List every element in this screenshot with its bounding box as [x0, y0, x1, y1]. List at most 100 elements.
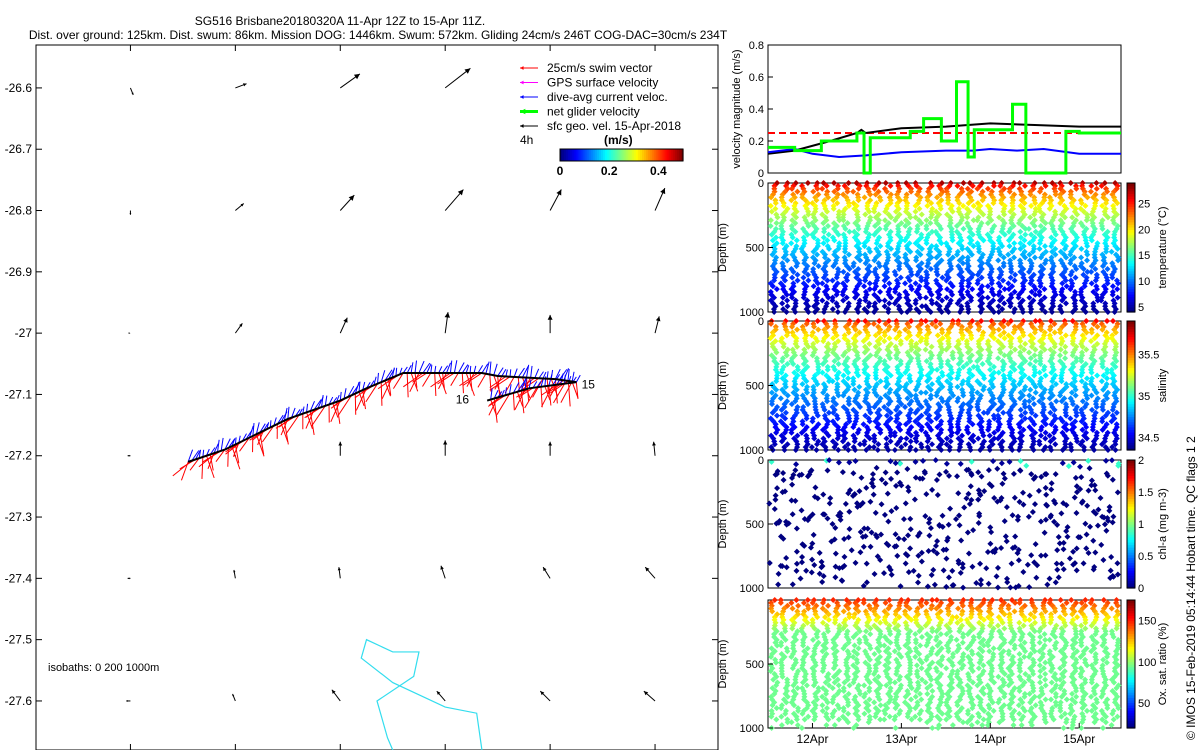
geo-vector	[331, 689, 341, 702]
section-point	[1078, 254, 1085, 261]
section-point	[934, 332, 941, 339]
section-point	[939, 329, 946, 336]
section-point	[845, 329, 852, 336]
swim-vector	[257, 430, 264, 446]
dac-vector	[508, 384, 512, 395]
section-point	[881, 277, 888, 284]
section-point	[825, 432, 832, 439]
section-point	[885, 309, 892, 315]
section-point	[820, 274, 827, 281]
section-point	[1016, 447, 1023, 453]
section-point	[857, 404, 864, 410]
section-point	[876, 329, 883, 336]
section-point	[846, 266, 853, 272]
swim-vector	[239, 437, 250, 452]
section-point	[891, 447, 898, 453]
dac-vector	[195, 449, 201, 460]
section-point	[793, 386, 800, 393]
section-point	[1038, 326, 1045, 333]
section-point	[771, 294, 778, 301]
section-point	[1037, 361, 1044, 367]
section-point	[767, 202, 774, 209]
section-point	[958, 381, 965, 388]
section-point	[863, 447, 870, 453]
section-point	[784, 361, 791, 367]
section-point	[929, 228, 936, 235]
section-point	[1009, 283, 1016, 290]
geo-vector-head	[548, 441, 553, 446]
swim-vector	[201, 456, 204, 479]
section-point	[824, 208, 831, 215]
section-point	[970, 217, 977, 224]
section-point	[788, 323, 795, 330]
section-point	[801, 268, 808, 275]
legend-colorbar-cell	[617, 149, 621, 161]
section-point	[866, 286, 873, 293]
section-point	[927, 355, 934, 362]
swim-vector	[392, 372, 404, 389]
section-point	[845, 369, 852, 376]
section-point	[959, 335, 966, 342]
section-point	[927, 309, 934, 315]
section-point	[1016, 381, 1023, 388]
legend-colorbar-cell	[656, 149, 659, 161]
section-point	[773, 378, 780, 385]
section-colorbar-cell	[1127, 247, 1135, 251]
section-point	[840, 268, 847, 275]
section-point	[773, 386, 780, 393]
section-point	[824, 366, 831, 373]
section-point	[1093, 180, 1100, 186]
section-point	[892, 326, 899, 333]
geo-vector	[549, 189, 562, 211]
section-point	[810, 188, 817, 195]
section-point	[1039, 395, 1046, 402]
dac-vector	[306, 403, 309, 413]
geo-vector	[339, 194, 355, 211]
geo-vector-head	[128, 332, 131, 335]
section-point	[1052, 231, 1059, 238]
section-point	[805, 277, 812, 284]
section-point	[871, 231, 878, 238]
legend-colorbar-cell	[676, 149, 680, 161]
section-point	[964, 185, 971, 192]
section-point	[833, 401, 840, 408]
section-point	[872, 343, 879, 350]
section-colorbar-cell	[1127, 239, 1135, 243]
section-point	[876, 340, 883, 347]
dac-vector	[534, 368, 540, 379]
section-point	[1020, 274, 1027, 281]
section-point	[834, 309, 841, 315]
section-y-tick-label: 0	[758, 455, 764, 467]
section-point	[1082, 309, 1089, 315]
dac-vector	[220, 437, 224, 451]
section-point	[1000, 409, 1007, 416]
swim-vector	[311, 405, 326, 427]
legend-colorbar-cell	[625, 149, 629, 161]
section-point	[1098, 297, 1105, 304]
section-y-tick-label: 1000	[740, 583, 764, 595]
dac-vector	[457, 362, 465, 374]
section-point	[1021, 182, 1028, 189]
section-point	[1037, 283, 1044, 290]
swim-vector	[362, 389, 366, 410]
dac-vector	[339, 391, 342, 401]
section-point	[898, 309, 905, 315]
geo-vector-head	[239, 323, 243, 327]
section-point	[825, 294, 832, 301]
section-point	[1017, 240, 1024, 247]
section-point	[867, 409, 874, 416]
section-point	[917, 294, 924, 301]
section-point	[991, 415, 998, 422]
isobath-line	[360, 638, 483, 750]
swim-vector	[255, 434, 265, 457]
section-point	[1037, 223, 1044, 229]
section-colorbar-cell	[1127, 206, 1135, 210]
section-point	[834, 435, 841, 442]
section-point	[881, 297, 888, 304]
section-point	[916, 205, 923, 212]
swim-vector	[450, 372, 459, 386]
section-point	[794, 432, 801, 439]
section-point	[939, 274, 946, 281]
section-point	[789, 234, 796, 241]
section-point	[1037, 432, 1044, 439]
